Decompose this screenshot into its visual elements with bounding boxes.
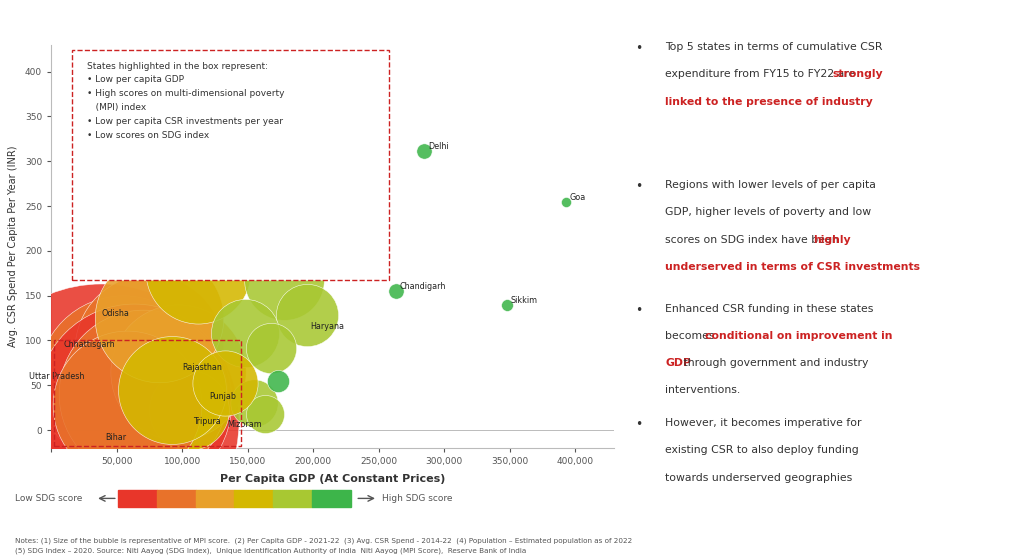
- Bar: [54, 340, 241, 446]
- Point: [558, 197, 574, 206]
- Text: GDP, higher levels of poverty and low: GDP, higher levels of poverty and low: [666, 207, 871, 217]
- Text: Low SDG score: Low SDG score: [15, 494, 83, 503]
- Text: •: •: [635, 304, 642, 317]
- Point: [170, 367, 186, 376]
- Text: •: •: [635, 180, 642, 193]
- Point: [417, 146, 433, 155]
- Text: Maharashtra: Maharashtra: [267, 206, 318, 215]
- Text: Top 5 states in terms of cumulative CSR: Top 5 states in terms of cumulative CSR: [666, 43, 883, 52]
- Point: [189, 266, 206, 275]
- Text: Bihar: Bihar: [104, 433, 126, 442]
- Text: expenditure from FY15 to FY22 are: expenditure from FY15 to FY22 are: [666, 69, 859, 80]
- Point: [255, 211, 271, 220]
- Point: [263, 343, 280, 352]
- Point: [387, 287, 403, 296]
- Text: strongly: strongly: [833, 69, 884, 80]
- Text: existing CSR to also deploy funding: existing CSR to also deploy funding: [666, 445, 859, 455]
- Text: towards underserved geographies: towards underserved geographies: [666, 473, 852, 483]
- Point: [151, 314, 167, 323]
- Text: highly: highly: [813, 235, 851, 245]
- Point: [298, 311, 314, 320]
- Point: [164, 385, 180, 394]
- Text: scores on SDG index have been: scores on SDG index have been: [666, 235, 843, 245]
- Text: through government and industry: through government and industry: [680, 358, 868, 368]
- Text: linked to the presence of industry: linked to the presence of industry: [666, 96, 872, 106]
- Text: conditional on improvement in: conditional on improvement in: [705, 331, 892, 341]
- Point: [269, 376, 286, 385]
- Text: Arunachal Pradesh: Arunachal Pradesh: [116, 259, 191, 268]
- Point: [115, 376, 131, 385]
- Text: GDP: GDP: [666, 358, 691, 368]
- Text: interventions.: interventions.: [666, 385, 740, 395]
- Y-axis label: Avg. CSR Spend Per Capita Per Year (INR): Avg. CSR Spend Per Capita Per Year (INR): [8, 146, 18, 347]
- Point: [126, 397, 142, 406]
- Text: Rajasthan: Rajasthan: [182, 363, 222, 372]
- Text: High SDG score: High SDG score: [382, 494, 453, 503]
- Point: [119, 400, 135, 409]
- Point: [276, 275, 293, 284]
- Text: Sikkim: Sikkim: [511, 296, 538, 305]
- Point: [237, 329, 253, 338]
- X-axis label: Per Capita GDP (At Constant Prices): Per Capita GDP (At Constant Prices): [220, 474, 445, 484]
- Text: (5) SDG Index – 2020. Source: Niti Aayog (SDG Index),  Unique Identification Aut: (5) SDG Index – 2020. Source: Niti Aayog…: [15, 548, 526, 554]
- Text: Delhi: Delhi: [428, 142, 450, 151]
- Point: [246, 399, 262, 408]
- Text: Uttar Pradesh: Uttar Pradesh: [29, 372, 84, 381]
- Point: [135, 390, 152, 399]
- Text: States highlighted in the box represent:
• Low per capita GDP
• High scores on m: States highlighted in the box represent:…: [87, 62, 285, 140]
- Text: Haryana: Haryana: [310, 321, 344, 330]
- Text: However, it becomes imperative for: However, it becomes imperative for: [666, 418, 861, 428]
- Point: [256, 409, 272, 418]
- Text: underserved in terms of CSR investments: underserved in terms of CSR investments: [666, 262, 921, 272]
- Text: Regions with lower levels of per capita: Regions with lower levels of per capita: [666, 180, 877, 190]
- Text: Notes: (1) Size of the bubble is representative of MPI score.  (2) Per Capita GD: Notes: (1) Size of the bubble is represe…: [15, 538, 633, 544]
- Text: •: •: [635, 43, 642, 55]
- Text: Chhattisgarh: Chhattisgarh: [63, 340, 116, 349]
- Point: [217, 379, 233, 388]
- Text: Karnataka: Karnataka: [289, 270, 330, 279]
- Text: Punjab: Punjab: [209, 391, 236, 400]
- Point: [93, 417, 110, 426]
- Text: Chandigarh: Chandigarh: [399, 282, 446, 291]
- Point: [499, 300, 515, 309]
- Point: [141, 345, 158, 354]
- Text: Enhanced CSR funding in these states: Enhanced CSR funding in these states: [666, 304, 873, 314]
- Point: [180, 406, 197, 415]
- Text: Mizoram: Mizoram: [227, 420, 262, 429]
- Text: becomes: becomes: [666, 331, 718, 341]
- Text: Goa: Goa: [570, 193, 586, 202]
- Text: •: •: [635, 418, 642, 431]
- Text: Odisha: Odisha: [102, 309, 130, 318]
- Text: Tripura: Tripura: [193, 417, 220, 426]
